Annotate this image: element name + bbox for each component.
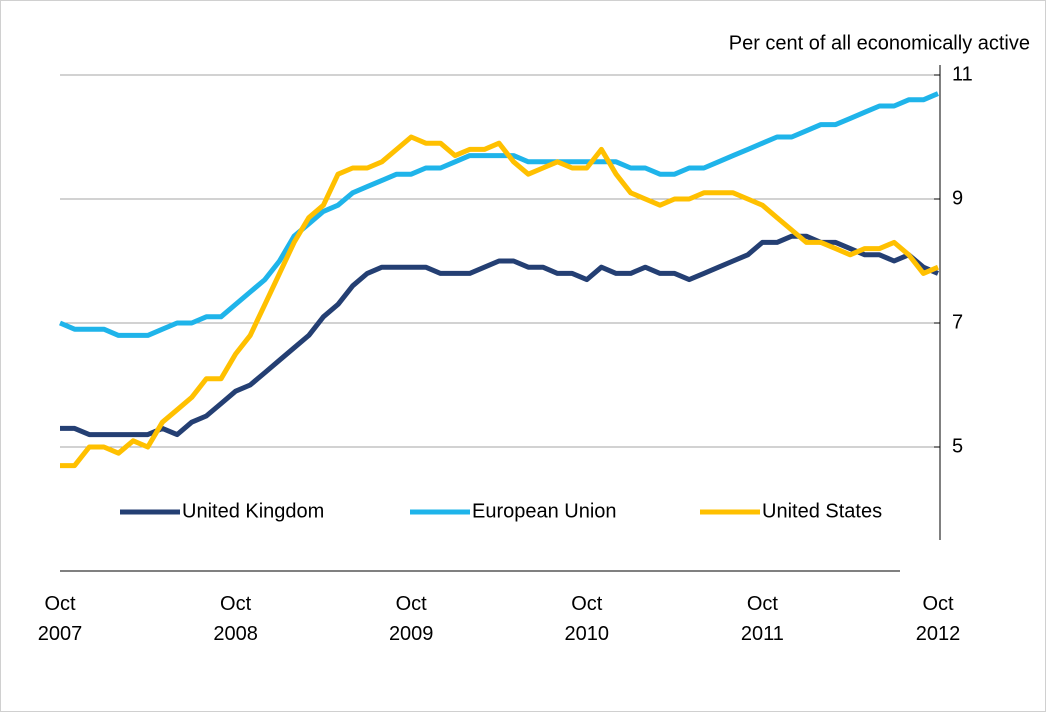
x-tick-label: Oct 2012 bbox=[916, 593, 961, 645]
legend-label: European Union bbox=[472, 500, 617, 522]
series-line bbox=[60, 134, 939, 469]
y-tick-label: 9 bbox=[952, 187, 963, 209]
legend-label: United Kingdom bbox=[182, 500, 324, 522]
y-tick-label: 11 bbox=[952, 63, 973, 85]
y-tick-label: 5 bbox=[952, 435, 963, 457]
x-tick-label: Oct 2008 bbox=[213, 593, 258, 645]
y-tick-label: 7 bbox=[952, 311, 963, 333]
x-tick-label: Oct 2010 bbox=[565, 593, 610, 645]
legend-label: United States bbox=[762, 500, 882, 522]
x-tick-label: Oct 2007 bbox=[38, 593, 83, 645]
x-tick-label: Oct 2009 bbox=[389, 593, 434, 645]
x-tick-label: Oct 2011 bbox=[741, 593, 784, 645]
series-line bbox=[60, 233, 939, 438]
axis-annotation: Per cent of all economically active bbox=[729, 32, 1030, 54]
series-line bbox=[59, 91, 939, 338]
